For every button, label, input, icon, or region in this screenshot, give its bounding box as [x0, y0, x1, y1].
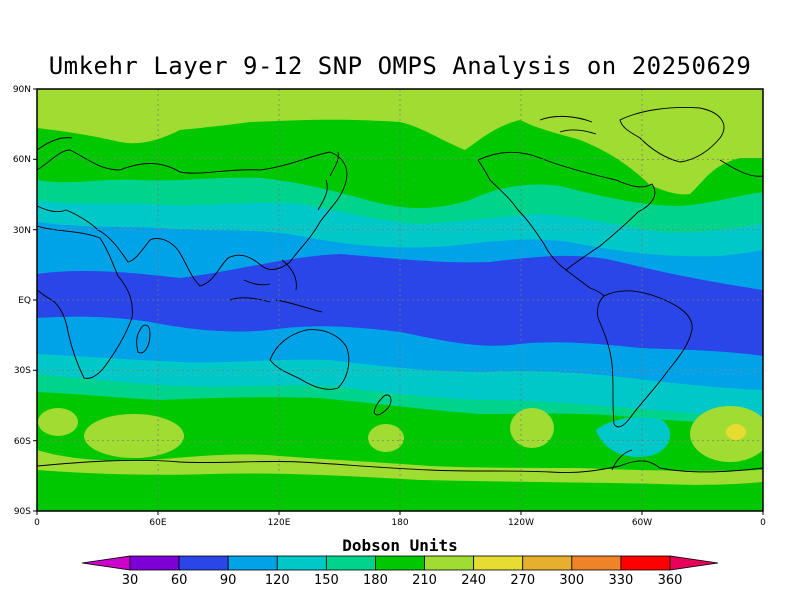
colorbar-swatch: [473, 555, 524, 571]
lon-label-0-left: 0: [34, 518, 40, 528]
coast-north-america: [477, 151, 656, 271]
colorbar-swatch: [571, 555, 622, 571]
lon-label-0-right: 0: [760, 518, 766, 528]
colorbar: 30 60 90 120 150 180 210 240 270 300 330 360: [81, 555, 719, 588]
lat-label-60N: 60N: [13, 155, 31, 165]
colorbar-swatch: [178, 555, 229, 571]
coast-indonesia: [229, 259, 323, 313]
colorbar-low-triangle: [81, 555, 131, 571]
colorbar-swatch: [276, 555, 327, 571]
patch-210-240-tasman: [368, 424, 404, 452]
coast-madagascar: [136, 324, 151, 354]
lat-label-EQ: EQ: [18, 296, 31, 306]
lat-label-90N: 90N: [13, 85, 31, 95]
colorbar-title: Dobson Units: [342, 536, 458, 555]
tick-marks: [33, 88, 764, 515]
patch-120-150-atlantic: [596, 417, 671, 457]
colorbar-tick-label: 360: [658, 573, 683, 588]
patch-210-240-pacific: [510, 408, 554, 448]
colorbar-tick-label: 300: [559, 573, 584, 588]
coast-antarctic-peninsula: [611, 449, 633, 471]
colorbar-tick-label: 330: [608, 573, 633, 588]
colorbar-swatch: [375, 555, 425, 571]
coast-central-america: [565, 269, 605, 297]
coastlines: [37, 107, 763, 473]
lon-label-60E: 60E: [149, 518, 166, 528]
coast-new-zealand: [373, 394, 392, 416]
coast-japan: [317, 151, 339, 211]
coast-south-america: [597, 290, 693, 428]
coast-greenland: [619, 107, 725, 163]
colorbar-tick-label: 270: [510, 573, 535, 588]
colorbar-tick-label: 120: [265, 573, 290, 588]
colorbar-swatch: [522, 555, 573, 571]
lat-label-30S: 30S: [14, 366, 31, 376]
coast-africa: [37, 225, 133, 379]
colorbar-high-triangle: [669, 555, 719, 571]
colorbar-swatch: [227, 555, 278, 571]
colorbar-swatch: [424, 555, 475, 571]
grid-lines: [37, 89, 763, 511]
colorbar-tick-label: 180: [363, 573, 388, 588]
coast-eurasia: [37, 149, 348, 287]
lobe-alaska-210-240: [520, 89, 763, 195]
colorbar-tick-label: 90: [220, 573, 237, 588]
coast-antarctica: [37, 459, 763, 473]
contour-field: [37, 89, 763, 511]
coast-arctic-islands: [539, 115, 597, 135]
patch-240-270-atlantic: [726, 424, 746, 440]
lat-label-90S: 90S: [14, 507, 31, 517]
colorbar-tick-label: 30: [122, 573, 139, 588]
coast-australia: [269, 329, 350, 390]
lon-label-180: 180: [391, 518, 408, 528]
colorbar-tick-label: 150: [314, 573, 339, 588]
colorbar-tick-label: 60: [171, 573, 188, 588]
colorbar-tick-label: 210: [412, 573, 437, 588]
lat-label-60S: 60S: [14, 437, 31, 447]
patch-210-240-indian: [84, 414, 184, 458]
map-title: Umkehr Layer 9-12 SNP OMPS Analysis on 2…: [48, 52, 752, 80]
colorbar-swatch: [620, 555, 671, 571]
colorbar-swatch: [325, 555, 376, 571]
lon-label-120E: 120E: [268, 518, 291, 528]
lat-label-30N: 30N: [13, 226, 31, 236]
patch-210-240-westcoast: [38, 408, 78, 436]
colorbar-tick-label: 240: [461, 573, 486, 588]
lon-label-60W: 60W: [632, 518, 652, 528]
colorbar-swatch: [129, 555, 180, 571]
lon-label-120W: 120W: [508, 518, 534, 528]
coast-europe-north: [37, 137, 763, 177]
